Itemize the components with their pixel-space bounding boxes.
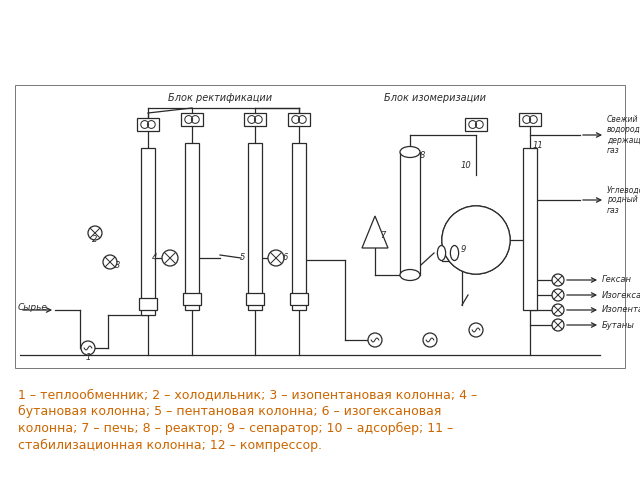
Bar [465, 118, 487, 131]
Bar [290, 293, 308, 305]
Bar [400, 156, 420, 271]
Circle shape [552, 319, 564, 331]
Text: 4: 4 [152, 253, 157, 263]
Text: 1 – теплообменник; 2 – холодильник; 3 – изопентановая колонна; 4 –: 1 – теплообменник; 2 – холодильник; 3 – … [18, 388, 477, 401]
Bar [246, 293, 264, 305]
Bar [292, 143, 306, 310]
Circle shape [81, 341, 95, 355]
Text: 11: 11 [532, 141, 543, 149]
Ellipse shape [437, 245, 445, 261]
Circle shape [442, 206, 510, 274]
Bar [523, 148, 537, 310]
Bar [181, 113, 203, 126]
Text: Изопентан: Изопентан [602, 305, 640, 314]
Circle shape [162, 250, 178, 266]
Circle shape [103, 255, 117, 269]
Text: 7: 7 [380, 230, 386, 240]
Circle shape [88, 226, 102, 240]
Text: 2: 2 [92, 236, 98, 244]
Circle shape [552, 274, 564, 286]
Bar [139, 298, 157, 310]
Bar [244, 113, 266, 126]
Text: Свежий
водородсо-
держащий
газ: Свежий водородсо- держащий газ [607, 115, 640, 155]
Bar [248, 143, 262, 310]
Text: Блок ректификации: Блок ректификации [168, 93, 272, 103]
Text: 8: 8 [419, 151, 425, 159]
Text: Сырье: Сырье [18, 303, 48, 312]
Ellipse shape [400, 269, 420, 280]
Text: 10: 10 [461, 160, 472, 169]
Text: 1: 1 [85, 352, 91, 361]
Bar [137, 118, 159, 131]
Circle shape [268, 250, 284, 266]
Circle shape [552, 289, 564, 301]
Circle shape [442, 206, 510, 274]
Text: стабилизационная колонна; 12 – компрессор.: стабилизационная колонна; 12 – компрессо… [18, 439, 322, 452]
Bar [185, 143, 199, 310]
Text: 5: 5 [240, 253, 246, 263]
Circle shape [423, 333, 437, 347]
Circle shape [469, 323, 483, 337]
Ellipse shape [400, 146, 420, 157]
Text: колонна; 7 – печь; 8 – реактор; 9 – сепаратор; 10 – адсорбер; 11 –: колонна; 7 – печь; 8 – реактор; 9 – сепа… [18, 422, 453, 435]
Bar [519, 113, 541, 126]
Text: Гексан: Гексан [602, 276, 632, 285]
Text: 9: 9 [460, 245, 466, 254]
Text: Углеводо-
родный
газ: Углеводо- родный газ [607, 185, 640, 215]
Text: Блок изомеризации: Блок изомеризации [384, 93, 486, 103]
Text: Изогексан: Изогексан [602, 290, 640, 300]
Text: бутановая колонна; 5 – пентановая колонна; 6 – изогексановая: бутановая колонна; 5 – пентановая колонн… [18, 405, 442, 418]
Bar [15, 85, 625, 368]
Circle shape [368, 333, 382, 347]
Bar [183, 293, 201, 305]
Bar [288, 113, 310, 126]
Text: 6: 6 [282, 253, 288, 263]
Text: 3: 3 [115, 261, 121, 269]
Bar [442, 245, 454, 261]
Polygon shape [362, 216, 388, 248]
Ellipse shape [451, 245, 459, 261]
Text: Бутаны: Бутаны [602, 321, 635, 329]
Circle shape [552, 304, 564, 316]
Bar [141, 148, 155, 315]
